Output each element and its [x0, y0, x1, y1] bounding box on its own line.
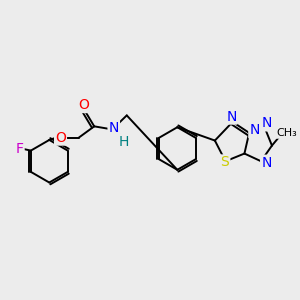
Text: O: O [55, 130, 66, 145]
Text: N: N [109, 121, 119, 134]
Text: CH₃: CH₃ [276, 128, 297, 138]
Text: O: O [78, 98, 89, 112]
Text: S: S [220, 155, 229, 170]
Text: N: N [261, 156, 272, 170]
Text: F: F [16, 142, 24, 156]
Text: N: N [226, 110, 237, 124]
Text: N: N [261, 116, 272, 130]
Text: N: N [249, 124, 260, 137]
Text: H: H [118, 135, 129, 149]
